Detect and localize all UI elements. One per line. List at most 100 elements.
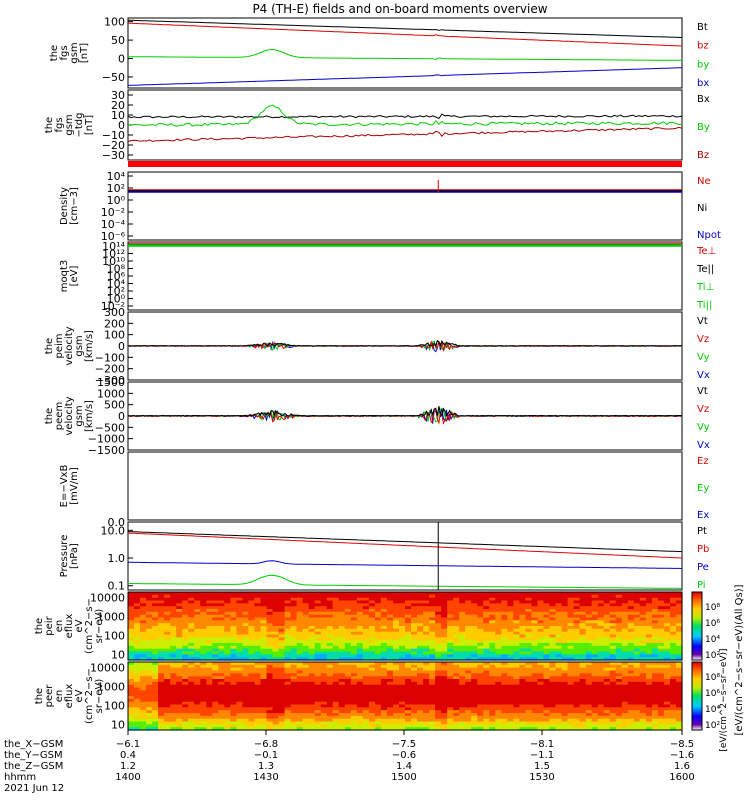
spectrogram-cell [350, 662, 358, 666]
spectrogram-cell [380, 609, 388, 613]
spectrogram-cell [441, 684, 448, 689]
spectrogram-cell [483, 710, 490, 714]
spectrogram-cell [411, 634, 418, 638]
spectrogram-cell [236, 664, 243, 669]
spectrogram-cell [423, 603, 430, 607]
spectrogram-cell [393, 614, 400, 619]
spectrogram-cell [386, 640, 394, 644]
spectrogram-cell [435, 592, 442, 596]
spectrogram-cell [441, 592, 448, 596]
spectrogram-cell [374, 701, 382, 706]
spectrogram-cell [338, 707, 346, 711]
spectrogram-cell [350, 696, 358, 700]
spectrogram-cell [332, 664, 340, 669]
spectrogram-cell [525, 687, 532, 691]
spectrogram-cell [507, 614, 514, 619]
spectrogram-cell [399, 651, 406, 655]
spectrogram-cell [513, 710, 520, 714]
spectrogram-cell [555, 594, 563, 599]
spectrogram-cell [338, 640, 346, 644]
spectrogram-cell [272, 693, 280, 697]
x-axis-value: −1.1 [530, 750, 554, 761]
spectrogram-cell [272, 701, 280, 706]
spectrogram-cell [567, 687, 575, 691]
spectrogram-cell [326, 684, 334, 689]
spectrogram-cell [477, 623, 484, 627]
spectrogram-cell [176, 698, 183, 703]
spectrogram-cell [272, 684, 280, 689]
spectrogram-cell [170, 614, 177, 619]
spectrogram-cell [639, 673, 647, 677]
spectrogram-cell [128, 679, 135, 683]
spectrogram-cell [176, 710, 183, 714]
spectrogram-cell [621, 628, 629, 633]
spectrogram-cell [501, 594, 508, 599]
spectrogram-cell [429, 634, 436, 638]
spectrogram-cell [236, 603, 243, 607]
spectrogram-cell [670, 645, 677, 650]
spectrogram-cell [362, 603, 370, 607]
spectrogram-cell [670, 664, 677, 669]
spectrogram-cell [296, 727, 304, 731]
spectrogram-cell [585, 713, 593, 717]
spectrogram-cell [399, 673, 406, 677]
spectrogram-cell [374, 614, 382, 619]
spectrogram-cell [549, 643, 557, 647]
spectrogram-cell [411, 611, 418, 616]
spectrogram-cell [206, 597, 213, 602]
spectrogram-cell [146, 662, 153, 666]
spectrogram-cell [146, 707, 153, 711]
spectrogram-cell [212, 684, 219, 689]
spectrogram-cell [651, 698, 659, 703]
spectrogram-cell [332, 718, 340, 723]
spectrogram-cell [212, 696, 219, 700]
spectrogram-cell [411, 681, 418, 686]
spectrogram-cell [405, 670, 412, 674]
spectrogram-cell [200, 609, 207, 613]
spectrogram-cell [254, 701, 262, 706]
spectrogram-cell [158, 713, 165, 717]
spectrogram-cell [447, 614, 454, 619]
spectrogram-cell [489, 690, 496, 694]
spectrogram-cell [332, 715, 340, 720]
spectrogram-cell [350, 667, 358, 672]
spectrogram-cell [537, 681, 545, 686]
spectrogram-cell [362, 609, 370, 613]
spectrogram-cell [332, 603, 340, 607]
spectrogram-cell [356, 603, 364, 607]
spectrogram-cell [248, 606, 255, 610]
spectrogram-cell [128, 670, 135, 674]
spectrogram-cell [182, 710, 189, 714]
spectrogram-cell [230, 609, 237, 613]
spectrogram-cell [519, 676, 526, 680]
panel-tick-label: 10 [111, 648, 125, 661]
spectrogram-cell [633, 727, 641, 731]
spectrogram-cell [332, 634, 340, 638]
spectrogram-cell [429, 710, 436, 714]
spectrogram-cell [188, 651, 195, 655]
spectrogram-cell [459, 637, 466, 641]
spectrogram-cell [597, 721, 605, 725]
spectrogram-cell [537, 724, 545, 728]
spectrogram-cell [555, 676, 563, 680]
spectrogram-cell [465, 718, 472, 723]
spectrogram-cell [393, 592, 400, 596]
spectrogram-cell [374, 640, 382, 644]
spectrogram-cell [423, 609, 430, 613]
spectrogram-cell [399, 657, 406, 661]
spectrogram-cell [519, 620, 526, 624]
spectrogram-cell [676, 654, 683, 658]
spectrogram-cell [621, 679, 629, 683]
spectrogram-cell [152, 707, 159, 711]
spectrogram-cell [188, 645, 195, 650]
spectrogram-cell [423, 690, 430, 694]
spectrogram-cell [489, 628, 496, 633]
spectrogram-cell [386, 710, 394, 714]
spectrogram-cell [344, 684, 352, 689]
spectrogram-cell [501, 721, 508, 725]
legend-label: bz [697, 41, 709, 52]
spectrogram-cell [134, 690, 141, 694]
spectrogram-cell [651, 606, 659, 610]
spectrogram-cell [555, 657, 563, 661]
